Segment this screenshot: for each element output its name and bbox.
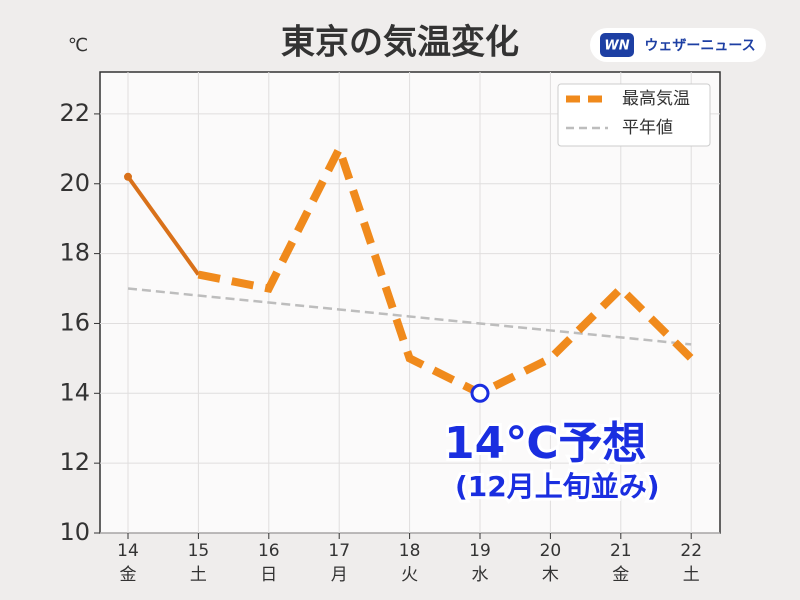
- x-tick-label: 20: [540, 541, 562, 561]
- brand-mark: WN: [604, 39, 629, 54]
- line-solid: [126, 175, 201, 276]
- x-tick-label: 17: [328, 541, 350, 561]
- y-tick-label: 12: [59, 448, 90, 476]
- annotation: (12月上旬並み): [455, 470, 660, 503]
- brand-name: ウェザーニュース: [644, 38, 755, 54]
- point: [124, 172, 132, 181]
- x-weekday-label: 日: [260, 565, 277, 585]
- y-tick-label: 22: [59, 99, 90, 127]
- legend-label: 最高気温: [622, 89, 690, 109]
- x-weekday-label: 水: [472, 565, 489, 585]
- y-tick-label: 18: [59, 239, 90, 267]
- brand-badge: [590, 28, 766, 62]
- y-tick-label: 10: [59, 518, 90, 546]
- x-weekday-label: 火: [401, 565, 418, 585]
- brand-icon: [600, 33, 634, 57]
- x-weekday-label: 土: [683, 565, 700, 585]
- annotation: 14℃予想: [444, 418, 647, 469]
- x-weekday-label: 木: [542, 565, 559, 585]
- y-tick-label: 20: [59, 169, 90, 197]
- x-weekday-label: 月: [331, 565, 348, 585]
- chart-title: 東京の気温変化: [281, 23, 519, 63]
- x-tick-label: 14: [117, 541, 139, 561]
- x-tick-label: 18: [399, 541, 421, 561]
- x-weekday-label: 土: [190, 565, 207, 585]
- x-tick-label: 15: [188, 541, 210, 561]
- y-tick-label: 16: [59, 308, 90, 336]
- x-tick-label: 21: [610, 541, 632, 561]
- y-tick-label: 14: [59, 378, 90, 406]
- x-tick-label: 22: [680, 541, 702, 561]
- legend-label: 平年値: [622, 118, 673, 138]
- x-weekday-label: 金: [612, 565, 629, 585]
- line-dashed: [197, 138, 695, 398]
- highlight-point: [470, 383, 490, 403]
- x-tick-label: 16: [258, 541, 280, 561]
- x-tick-label: 19: [469, 541, 491, 561]
- x-weekday-label: 金: [120, 565, 137, 585]
- line-normal: [127, 287, 692, 346]
- y-unit: ℃: [68, 35, 88, 56]
